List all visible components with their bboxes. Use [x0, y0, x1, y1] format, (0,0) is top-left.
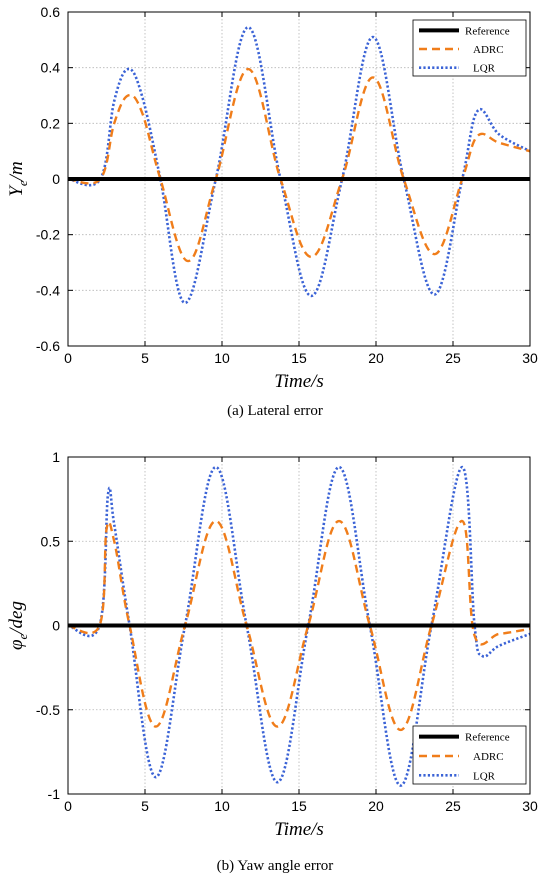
x-tick-label: 15 [291, 350, 307, 366]
y-axis-label-subscript: e [15, 180, 30, 186]
y-tick-label: -0.4 [36, 282, 60, 298]
y-tick-label: -0.2 [36, 227, 60, 243]
yaw-angle-error-caption: (b) Yaw angle error [216, 858, 334, 874]
legend: Reference ADRC LQR [412, 19, 527, 77]
lateral-error-chart: 0 5 10 15 20 25 30 -0.6 -0.4 -0.2 0 0.2 0.4 0.6 Time/s… [6, 4, 538, 392]
legend-label-adrc: ADRC [473, 44, 504, 56]
y-tick-label: 0 [52, 171, 60, 187]
x-tick-label: 10 [214, 798, 230, 814]
legend: Reference ADRC LQR [412, 725, 527, 785]
x-tick-label: 5 [141, 798, 149, 814]
y-axis-label: Ye/m [6, 161, 30, 196]
y-tick-label: 0.6 [41, 4, 61, 20]
series-group [68, 26, 530, 305]
y-tick-label: 0 [52, 618, 60, 634]
y-tick-label: 0.2 [41, 115, 61, 131]
series-line-adrc [68, 519, 530, 732]
y-axis-label-unit: /deg [6, 601, 27, 635]
legend-label-reference: Reference [465, 25, 510, 37]
y-tick-label: 0.5 [41, 533, 61, 549]
y-tick-label: -0.6 [36, 338, 60, 354]
y-tick-label: -0.5 [36, 702, 60, 718]
y-axis-label-main: φ [6, 639, 27, 650]
x-tick-label: 5 [141, 350, 149, 366]
x-tick-label: 0 [64, 350, 72, 366]
x-axis-label: Time/s [274, 371, 324, 392]
x-tick-label: 30 [522, 798, 538, 814]
series-group [68, 465, 530, 787]
y-tick-label: 0.4 [41, 60, 61, 76]
legend-label-reference: Reference [465, 732, 510, 744]
yaw-angle-error-chart: 0 5 10 15 20 25 30 -1 -0.5 0 0.5 1 Time/s φe/deg Refer… [6, 449, 538, 840]
x-tick-label: 15 [291, 798, 307, 814]
x-tick-label: 30 [522, 350, 538, 366]
x-axis-label: Time/s [274, 819, 324, 840]
y-tick-label: 1 [52, 449, 60, 465]
legend-label-lqr: LQR [473, 770, 496, 782]
y-axis-label-subscript: e [15, 633, 30, 639]
y-axis-label-unit: /m [6, 161, 27, 181]
y-axis-label: φe/deg [6, 601, 30, 650]
x-tick-label: 20 [368, 798, 384, 814]
legend-label-lqr: LQR [473, 63, 496, 75]
legend-label-adrc: ADRC [473, 751, 504, 763]
x-tick-label: 20 [368, 350, 384, 366]
x-tick-label: 0 [64, 798, 72, 814]
x-tick-label: 10 [214, 350, 230, 366]
series-line-lqr [68, 26, 530, 305]
y-tick-label: -1 [48, 786, 61, 802]
lateral-error-figure: 0 5 10 15 20 25 30 -0.6 -0.4 -0.2 0 0.2 0.4 0.6 Time/s… [0, 0, 550, 430]
lateral-error-caption: (a) Lateral error [227, 403, 323, 419]
y-axis-label-main: Y [6, 184, 27, 197]
x-tick-label: 25 [445, 798, 461, 814]
yaw-angle-error-figure: 0 5 10 15 20 25 30 -1 -0.5 0 0.5 1 Time/s φe/deg Refer… [0, 446, 550, 886]
x-tick-label: 25 [445, 350, 461, 366]
